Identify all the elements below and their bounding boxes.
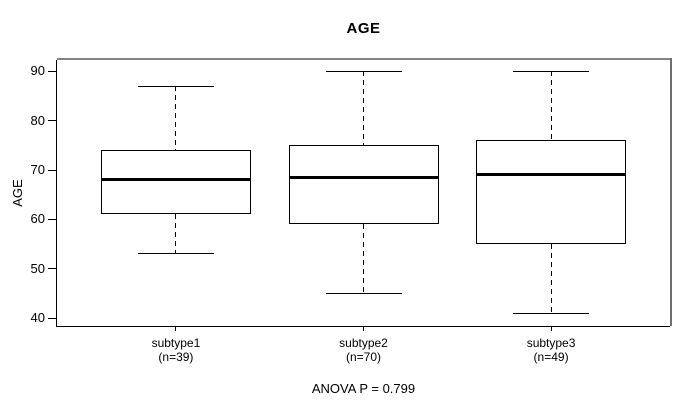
y-tick-label: 40 <box>30 310 45 326</box>
group-count: (n=49) <box>533 350 569 364</box>
x-tick-mark <box>175 326 177 331</box>
x-group-label: subtype1 (n=39) <box>106 336 246 364</box>
median-line <box>100 178 251 182</box>
group-name: subtype2 <box>339 336 388 350</box>
upper-whisker-cap <box>325 70 402 72</box>
group-name: subtype1 <box>151 336 201 350</box>
lower-whisker-cap <box>137 253 214 255</box>
x-tick-mark <box>363 326 364 331</box>
upper-whisker-line <box>175 86 177 151</box>
iqr-box <box>100 150 251 215</box>
y-axis-label: AGE <box>10 179 25 207</box>
plot-area: 40 50 60 70 80 90 subtype1 (n=39) subtype2 (n=70)… <box>31 58 672 364</box>
median-line <box>288 175 439 179</box>
iqr-box <box>288 145 439 225</box>
y-tick-mark <box>48 120 56 122</box>
x-group-label: subtype3 (n=49) <box>481 336 621 364</box>
median-line <box>476 173 627 177</box>
lower-whisker-line <box>550 244 552 314</box>
plot-frame-top <box>57 58 670 60</box>
group-count: (n=70) <box>345 350 382 364</box>
y-tick-label: 80 <box>30 112 45 128</box>
x-tick-mark <box>550 326 552 331</box>
y-tick-label: 90 <box>30 63 45 79</box>
lower-whisker-cap <box>513 312 590 314</box>
y-tick-label: 60 <box>30 211 45 227</box>
upper-whisker-cap <box>513 70 590 72</box>
upper-whisker-line <box>363 71 364 146</box>
chart-title: AGE <box>346 20 381 37</box>
plot-frame-right <box>670 58 672 326</box>
anova-annotation: ANOVA P = 0.799 <box>311 381 416 396</box>
y-tick-label: 50 <box>30 260 45 276</box>
x-group-label: subtype2 (n=70) <box>294 336 434 364</box>
upper-whisker-line <box>550 71 552 141</box>
y-axis-line <box>56 60 57 326</box>
y-tick-mark <box>48 317 56 319</box>
y-tick-label: 70 <box>30 162 45 178</box>
y-tick-mark <box>48 268 56 270</box>
upper-whisker-cap <box>137 85 214 87</box>
lower-whisker-line <box>175 214 177 254</box>
y-tick-mark <box>48 218 56 220</box>
y-tick-mark <box>48 70 56 72</box>
iqr-box <box>476 140 627 245</box>
y-tick-mark <box>48 169 56 171</box>
lower-whisker-cap <box>325 292 402 294</box>
group-name: subtype3 <box>526 336 576 350</box>
lower-whisker-line <box>363 224 364 294</box>
group-count: (n=39) <box>158 350 194 364</box>
